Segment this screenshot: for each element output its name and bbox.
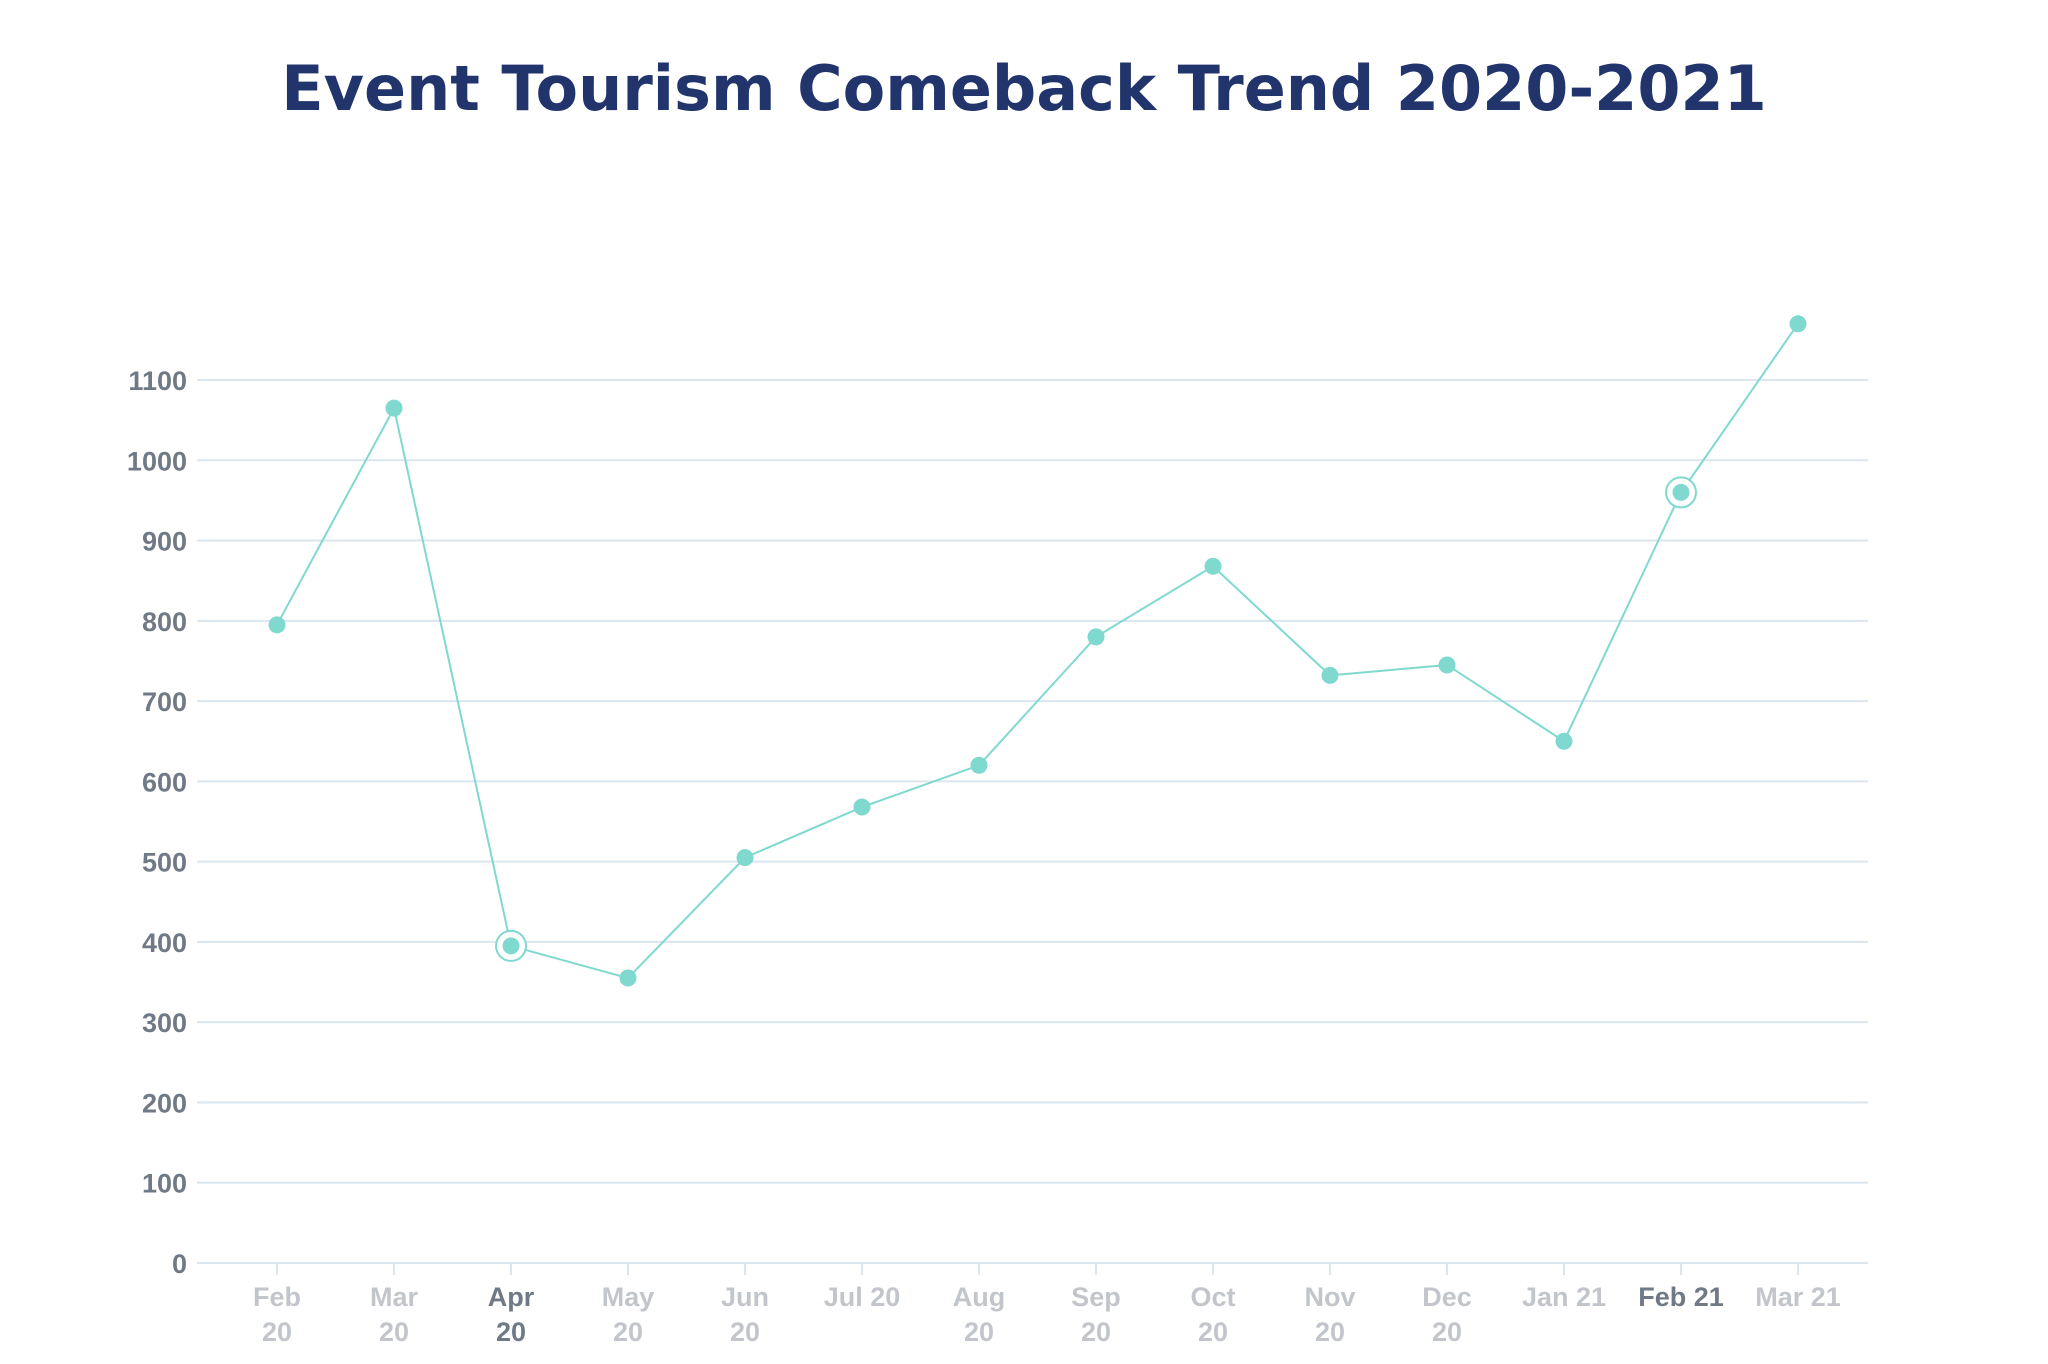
x-tick-label: Jul 20: [824, 1282, 901, 1312]
y-tick-label: 700: [142, 687, 187, 717]
x-tick-label: Sep: [1071, 1282, 1121, 1312]
x-tick-label: Mar 21: [1755, 1282, 1841, 1312]
y-tick-label: 200: [142, 1088, 187, 1118]
y-tick-label: 900: [142, 527, 187, 557]
y-tick-label: 600: [142, 767, 187, 797]
x-axis: Feb 20 Mar 20 Apr 20 May 20 Jun 20 Jul 20 Aug 20 Sep 2…: [253, 1263, 1841, 1347]
x-tick-label: Nov: [1304, 1282, 1355, 1312]
data-point[interactable]: [736, 849, 754, 867]
data-point[interactable]: [619, 969, 637, 987]
grid-lines: [197, 379, 1868, 1264]
x-tick-label: Apr: [488, 1282, 535, 1312]
x-tick-label: Oct: [1190, 1282, 1235, 1312]
y-tick-label: 500: [142, 848, 187, 878]
series-line: [276, 323, 1799, 980]
x-tick-label: Dec: [1422, 1282, 1472, 1312]
y-tick-label: 100: [142, 1169, 187, 1199]
data-point[interactable]: [1321, 666, 1339, 684]
series-line-path: [276, 323, 1799, 980]
x-tick-label-line2: 20: [1432, 1317, 1462, 1347]
x-tick-label: Aug: [953, 1282, 1005, 1312]
x-tick-label-line2: 20: [379, 1317, 409, 1347]
x-tick-label: Mar: [370, 1282, 419, 1312]
data-point[interactable]: [1087, 628, 1105, 646]
data-point[interactable]: [1204, 557, 1222, 575]
x-tick-label-line2: 20: [730, 1317, 760, 1347]
y-tick-label: 300: [142, 1008, 187, 1038]
y-tick-label: 1000: [127, 446, 187, 476]
x-tick-label: May: [602, 1282, 655, 1312]
y-tick-label: 400: [142, 928, 187, 958]
data-points: [268, 315, 1807, 987]
data-point[interactable]: [268, 616, 286, 634]
x-tick-label-line2: 20: [1315, 1317, 1345, 1347]
data-point[interactable]: [970, 756, 988, 774]
x-tick-label-line2: 20: [262, 1317, 292, 1347]
x-tick-label-line2: 20: [496, 1317, 526, 1347]
x-tick-label: Jun: [721, 1282, 769, 1312]
data-point[interactable]: [1438, 656, 1456, 674]
x-tick-label: Feb 21: [1638, 1282, 1724, 1312]
y-axis: 0 100 200 300 400 500 600 700 800 900 1000 1100: [127, 366, 187, 1279]
x-tick-label: Feb: [253, 1282, 301, 1312]
x-tick-label: Jan 21: [1522, 1282, 1606, 1312]
x-tick-label-line2: 20: [964, 1317, 994, 1347]
data-point[interactable]: [1789, 315, 1807, 333]
data-point[interactable]: [385, 399, 403, 417]
y-tick-label: 0: [172, 1249, 187, 1279]
data-point[interactable]: [1555, 732, 1573, 750]
x-tick-label-line2: 20: [613, 1317, 643, 1347]
data-point[interactable]: [502, 937, 520, 955]
y-tick-label: 1100: [128, 366, 187, 396]
data-point[interactable]: [1672, 483, 1690, 501]
data-point[interactable]: [853, 798, 871, 816]
x-tick-label-line2: 20: [1081, 1317, 1111, 1347]
chart-title: Event Tourism Comeback Trend 2020-2021: [281, 52, 1767, 125]
y-tick-label: 800: [142, 607, 187, 637]
x-tick-label-line2: 20: [1198, 1317, 1228, 1347]
